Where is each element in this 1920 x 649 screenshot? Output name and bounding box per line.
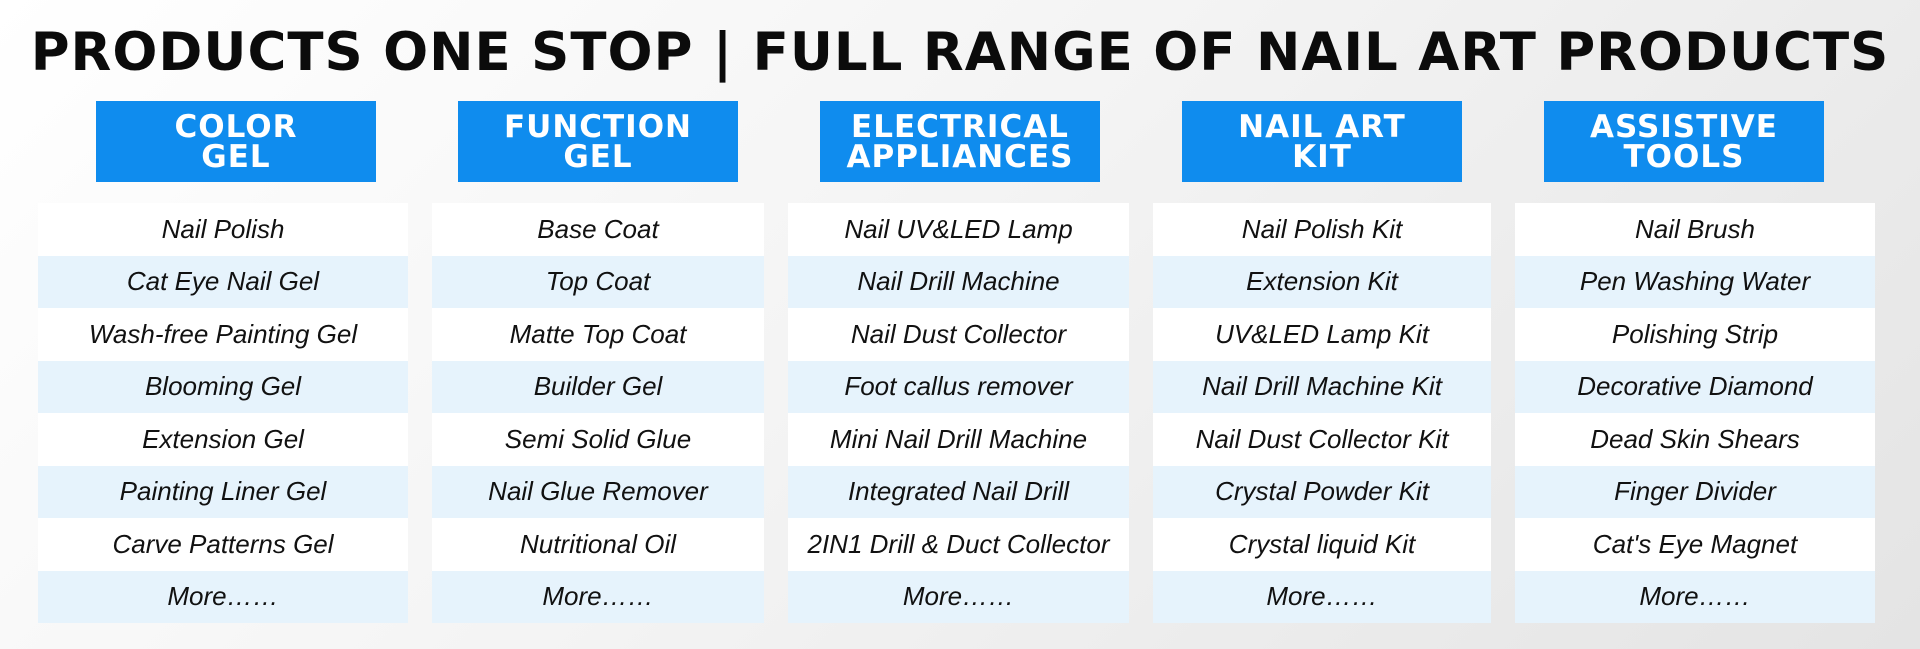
more-link[interactable]: More…… (432, 570, 764, 623)
list-item[interactable]: Nail Polish Kit (1153, 203, 1491, 256)
column-header: COLOR GEL (96, 101, 376, 182)
list-item[interactable]: Blooming Gel (38, 360, 408, 413)
header-line-1: COLOR (174, 108, 298, 145)
header-line-2: KIT (1292, 138, 1352, 175)
header-line-1: NAIL ART (1238, 108, 1406, 145)
list-item[interactable]: Semi Solid Glue (432, 413, 764, 466)
header-line-1: FUNCTION (503, 108, 693, 145)
column-header: FUNCTION GEL (458, 101, 738, 182)
column-header: NAIL ART KIT (1182, 101, 1462, 182)
header-line-1: ASSISTIVE (1590, 108, 1778, 145)
list-item[interactable]: Finger Divider (1515, 465, 1875, 518)
list-item[interactable]: Crystal liquid Kit (1153, 518, 1491, 571)
header-line-2: GEL (563, 138, 633, 175)
list-item[interactable]: Base Coat (432, 203, 764, 256)
column-header: ASSISTIVE TOOLS (1544, 101, 1824, 182)
list-item[interactable]: UV&LED Lamp Kit (1153, 308, 1491, 361)
more-link[interactable]: More…… (1153, 570, 1491, 623)
list-item[interactable]: Nail Drill Machine Kit (1153, 360, 1491, 413)
list-item[interactable]: Wash-free Painting Gel (38, 308, 408, 361)
list-item[interactable]: Nail Drill Machine (788, 255, 1129, 308)
list-item[interactable]: Nail Polish (38, 203, 408, 256)
list-item[interactable]: Foot callus remover (788, 360, 1129, 413)
list-item[interactable]: Painting Liner Gel (38, 465, 408, 518)
list-item[interactable]: Pen Washing Water (1515, 255, 1875, 308)
list-item[interactable]: Nail Dust Collector (788, 308, 1129, 361)
header-line-2: TOOLS (1623, 138, 1745, 175)
list-item[interactable]: 2IN1 Drill & Duct Collector (788, 518, 1129, 571)
list-item[interactable]: Nutritional Oil (432, 518, 764, 571)
list-item[interactable]: Crystal Powder Kit (1153, 465, 1491, 518)
header-line-2: GEL (201, 138, 271, 175)
column-header: ELECTRICAL APPLIANCES (820, 101, 1100, 182)
list-item[interactable]: Cat Eye Nail Gel (38, 255, 408, 308)
product-list: Nail Polish Kit Extension Kit UV&LED Lam… (1153, 203, 1491, 623)
list-item[interactable]: Carve Patterns Gel (38, 518, 408, 571)
list-item[interactable]: Dead Skin Shears (1515, 413, 1875, 466)
product-list: Nail Polish Cat Eye Nail Gel Wash-free P… (38, 203, 408, 623)
more-link[interactable]: More…… (1515, 570, 1875, 623)
more-link[interactable]: More…… (38, 570, 408, 623)
page-title: PRODUCTS ONE STOP | FULL RANGE OF NAIL A… (30, 22, 1890, 83)
list-item[interactable]: Nail Dust Collector Kit (1153, 413, 1491, 466)
list-item[interactable]: Nail Brush (1515, 203, 1875, 256)
list-item[interactable]: Builder Gel (432, 360, 764, 413)
list-item[interactable]: Matte Top Coat (432, 308, 764, 361)
list-item[interactable]: Nail UV&LED Lamp (788, 203, 1129, 256)
list-item[interactable]: Extension Kit (1153, 255, 1491, 308)
list-item[interactable]: Extension Gel (38, 413, 408, 466)
product-list: Nail UV&LED Lamp Nail Drill Machine Nail… (788, 203, 1129, 623)
list-item[interactable]: Polishing Strip (1515, 308, 1875, 361)
list-item[interactable]: Top Coat (432, 255, 764, 308)
list-item[interactable]: Cat's Eye Magnet (1515, 518, 1875, 571)
list-item[interactable]: Mini Nail Drill Machine (788, 413, 1129, 466)
list-item[interactable]: Decorative Diamond (1515, 360, 1875, 413)
product-list: Nail Brush Pen Washing Water Polishing S… (1515, 203, 1875, 623)
more-link[interactable]: More…… (788, 570, 1129, 623)
header-line-1: ELECTRICAL (851, 108, 1069, 145)
list-item[interactable]: Integrated Nail Drill (788, 465, 1129, 518)
header-line-2: APPLIANCES (846, 138, 1074, 175)
product-list: Base Coat Top Coat Matte Top Coat Builde… (432, 203, 764, 623)
list-item[interactable]: Nail Glue Remover (432, 465, 764, 518)
